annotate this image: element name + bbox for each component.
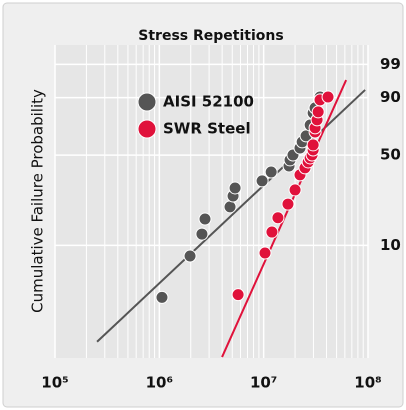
y-tick-label: 90 [380, 88, 401, 106]
x-tick-label: 10⁶ [146, 374, 173, 392]
point [311, 105, 325, 119]
legend-label: AISI 52100 [163, 93, 254, 111]
legend-marker [137, 119, 157, 139]
point [258, 246, 272, 260]
point [195, 227, 209, 241]
point [271, 211, 285, 225]
legend-marker [137, 92, 157, 112]
point [281, 197, 295, 211]
x-tick-label: 10⁷ [250, 374, 277, 392]
point [264, 165, 278, 179]
point [228, 181, 242, 195]
y-axis-label: Cumulative Failure Probability [29, 89, 47, 313]
point [288, 183, 302, 197]
point [265, 225, 279, 239]
chart-title: Stress Repetitions [138, 28, 283, 44]
point [183, 249, 197, 263]
y-tick-label: 99 [380, 55, 401, 73]
legend-label: SWR Steel [163, 120, 251, 138]
point [306, 138, 320, 152]
y-tick-label: 50 [380, 146, 401, 164]
point [255, 174, 269, 188]
point [231, 288, 245, 302]
y-tick-label: 10 [380, 236, 401, 254]
x-tick-label: 10⁸ [354, 374, 381, 392]
point [155, 290, 169, 304]
point [198, 212, 212, 226]
x-tick-label: 10⁵ [41, 374, 68, 392]
point [321, 90, 335, 104]
point [223, 200, 237, 214]
